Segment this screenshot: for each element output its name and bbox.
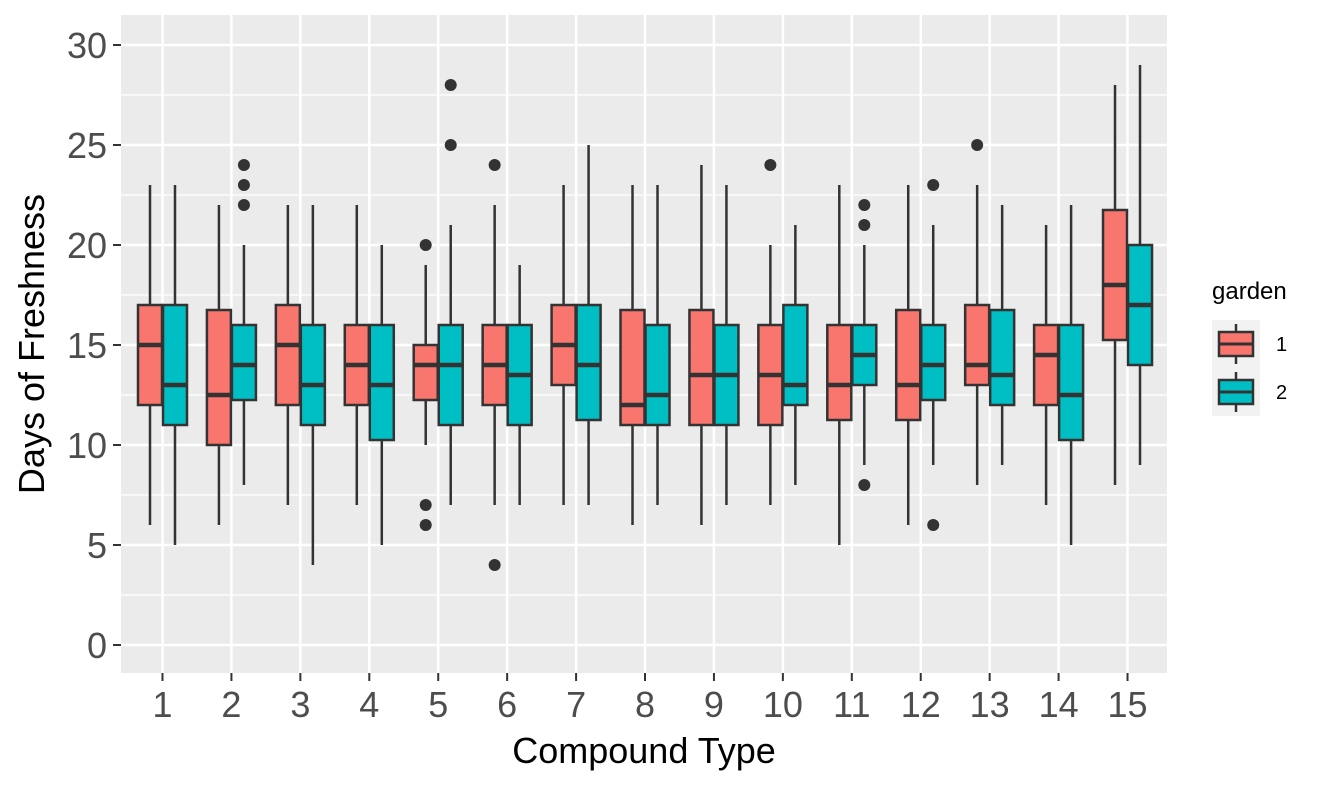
- x-tick-label: 11: [833, 684, 870, 725]
- box-group: [205, 205, 233, 525]
- x-axis: 1 2 3 4 5 6 7 8 9 10 11 12 13 14 15: [152, 673, 1148, 725]
- box-body: [894, 308, 922, 422]
- box-body: [230, 323, 258, 402]
- x-tick-label: 6: [497, 684, 517, 725]
- x-tick-label: 5: [428, 684, 448, 725]
- x-tick-label: 7: [566, 684, 586, 725]
- y-tick-label: 5: [87, 525, 107, 566]
- outlier-point: [444, 139, 457, 151]
- box-group: [368, 245, 396, 545]
- box-group: [1126, 65, 1154, 465]
- outlier-point: [858, 219, 871, 231]
- outlier-point: [858, 479, 871, 491]
- outlier-point: [444, 79, 457, 91]
- y-tick-label: 20: [67, 225, 107, 266]
- legend-key: 2: [1212, 368, 1287, 416]
- box-body: [1101, 208, 1129, 342]
- box-body: [963, 303, 991, 387]
- x-tick-label: 3: [290, 684, 310, 725]
- x-tick-label: 8: [635, 684, 655, 725]
- box-body: [1057, 323, 1085, 442]
- box-group: [481, 159, 508, 571]
- legend-key: 1: [1212, 320, 1287, 368]
- box-body: [782, 303, 809, 407]
- box-group: [1101, 85, 1129, 485]
- box-group: [988, 205, 1016, 465]
- outlier-point: [971, 139, 984, 151]
- box-group: [644, 185, 671, 505]
- box-group: [575, 145, 602, 505]
- y-axis: 0 5 10 15 20 25 30: [67, 25, 121, 666]
- box-body: [1032, 323, 1060, 407]
- box-body: [988, 308, 1016, 407]
- outlier-point: [764, 159, 777, 171]
- x-tick-label: 1: [152, 684, 172, 725]
- box-body: [437, 323, 464, 427]
- box-group: [688, 165, 715, 525]
- box-group: [161, 185, 189, 545]
- outlier-point: [488, 159, 501, 171]
- x-tick-label: 13: [970, 684, 1010, 725]
- box-group: [343, 205, 371, 505]
- box-group: [299, 205, 327, 565]
- box-body: [299, 323, 327, 427]
- x-axis-title: Compound Type: [512, 730, 776, 771]
- x-tick-label: 14: [1039, 684, 1079, 725]
- box-body: [274, 303, 302, 407]
- x-tick-label: 10: [763, 684, 803, 725]
- box-group: [274, 205, 302, 505]
- legend-label: 2: [1276, 382, 1287, 404]
- outlier-point: [237, 199, 250, 211]
- box-group: [919, 179, 947, 531]
- box-group: [851, 199, 878, 491]
- outlier-point: [237, 159, 250, 171]
- box-body: [368, 323, 396, 442]
- box-body: [688, 308, 715, 427]
- box-body: [826, 323, 853, 422]
- outlier-point: [858, 199, 871, 211]
- box-body: [575, 303, 602, 422]
- outlier-point: [927, 179, 940, 191]
- box-group: [506, 265, 533, 505]
- outlier-point: [927, 519, 940, 531]
- outlier-point: [419, 519, 432, 531]
- box-group: [1057, 205, 1085, 545]
- box-group: [782, 225, 809, 485]
- legend-title: garden: [1212, 278, 1287, 305]
- box-group: [894, 185, 922, 525]
- box-group: [963, 139, 991, 485]
- y-tick-label: 25: [67, 125, 107, 166]
- outlier-point: [419, 239, 432, 251]
- legend: garden 1 2: [1212, 278, 1287, 416]
- y-axis-title: Days of Freshness: [11, 194, 52, 494]
- outlier-point: [488, 559, 501, 571]
- x-tick-label: 15: [1107, 684, 1147, 725]
- y-tick-label: 30: [67, 25, 107, 66]
- box-body: [161, 303, 189, 427]
- y-tick-label: 15: [67, 325, 107, 366]
- legend-label: 1: [1276, 334, 1287, 356]
- box-body: [412, 343, 439, 402]
- box-group: [230, 159, 258, 485]
- x-tick-label: 12: [901, 684, 941, 725]
- box-body: [919, 323, 947, 402]
- x-tick-label: 9: [704, 684, 724, 725]
- y-tick-label: 10: [67, 425, 107, 466]
- box-group: [826, 185, 853, 545]
- y-tick-label: 0: [87, 625, 107, 666]
- box-group: [412, 239, 439, 531]
- x-tick-label: 2: [221, 684, 241, 725]
- box-body: [136, 303, 164, 407]
- box-layer: [136, 65, 1154, 571]
- box-body: [205, 308, 233, 447]
- box-group: [437, 79, 464, 505]
- box-body: [644, 323, 671, 427]
- box-body: [619, 308, 646, 427]
- outlier-point: [419, 499, 432, 511]
- outlier-point: [237, 179, 250, 191]
- box-group: [713, 185, 740, 505]
- x-tick-label: 4: [359, 684, 379, 725]
